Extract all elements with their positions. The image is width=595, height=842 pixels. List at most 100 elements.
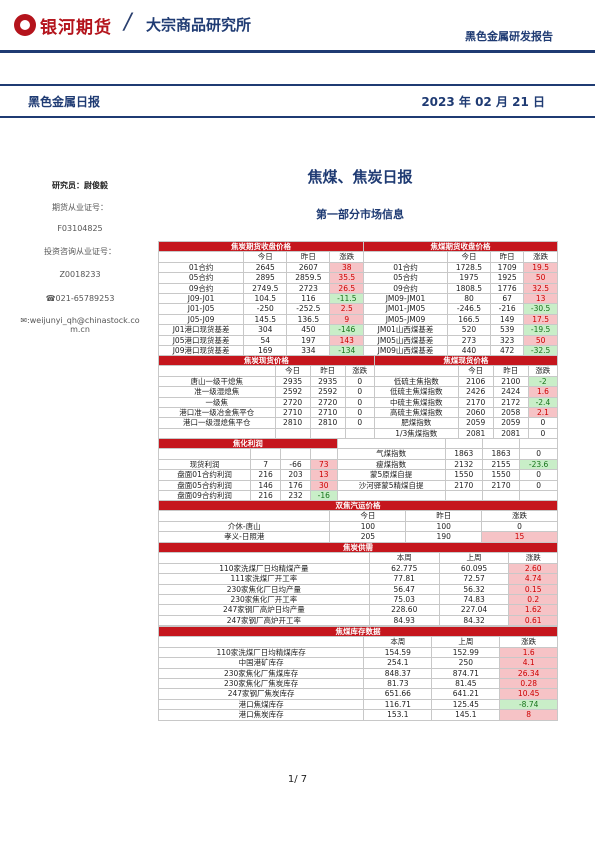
table-cell: 111家洗煤厂开工率 [158, 573, 370, 585]
table-cell: JM05-JM09 [363, 313, 448, 326]
table-cell: -2 [527, 375, 559, 388]
table-cell: 2132 [444, 458, 483, 471]
table-header-row: 焦煤库存数据 [158, 625, 558, 638]
table-cell: 2155 [481, 458, 521, 471]
report-name: 黑色金属日报 [28, 95, 101, 109]
table-cell: 228.60 [368, 604, 440, 616]
table-cell: 0 [344, 375, 375, 388]
table-cell: 1.6 [527, 386, 559, 398]
table-header: 焦化利润 [158, 437, 338, 450]
page-number: 1/ 7 [287, 774, 308, 785]
table-cell: 2720 [274, 396, 311, 409]
table-header-row: 双焦汽运价格 [158, 499, 558, 512]
table-cell: -146 [329, 324, 365, 336]
table-row: 111家洗煤厂开工率 77.81 72.57 4.74 [158, 573, 558, 585]
table-cell: JM05山西煤基差 [363, 334, 448, 347]
table-cell: 0 [519, 448, 558, 460]
table-cell [157, 448, 252, 460]
table-cell: 152.99 [431, 646, 501, 659]
table-cell: 准一级湿熄焦 [158, 386, 276, 398]
column-header: 今日 [243, 251, 288, 263]
table-cell: -250 [243, 303, 288, 315]
table-row: 孝义-日照港 205 190 15 [157, 531, 558, 543]
table-cell: 153.1 [363, 709, 433, 721]
table-cell: 73 [309, 458, 338, 471]
table-cell: 高硫主焦煤指数 [373, 407, 459, 419]
table-cell: J05-J09 [157, 313, 245, 326]
table-row: 230家焦化厂焦炭库存 81.73 81.45 0.28 [157, 678, 558, 690]
column-header-row: 本周 上周 涨跌 [158, 552, 558, 564]
table-cell: 瘦煤指数 [336, 458, 446, 471]
analyst-name: 研究员：尉俊毅 [52, 181, 108, 190]
table-row: 准一级湿熄焦 2592 2592 0 低硫主焦煤指数 2426 2424 1.6 [158, 386, 559, 398]
table-cell: 154.59 [363, 646, 433, 659]
table-cell: 77.81 [368, 573, 440, 585]
table-cell: 2058 [492, 407, 529, 419]
email-link[interactable]: ✉:weijunyi_qh@chinastock.com.cn [20, 316, 140, 334]
table-cell: 50 [523, 334, 558, 347]
column-header: 上周 [431, 636, 501, 648]
table-cell: JM01-JM05 [363, 303, 448, 315]
table-cell: 2935 [309, 375, 346, 388]
table-header: 焦炭供需 [158, 541, 558, 554]
column-header: 涨跌 [527, 365, 559, 377]
table-cell: 50 [523, 272, 558, 284]
table-row: 247家钢厂焦炭库存 651.66 641.21 10.45 [157, 688, 558, 700]
table-cell: 0 [519, 469, 558, 481]
table-header: 焦煤期货收盘价格 [363, 240, 558, 253]
table-cell: 港口焦炭库存 [157, 709, 365, 721]
column-header-row: 今日 昨日 涨跌 今日 昨日 涨跌 [157, 251, 558, 263]
table-cell: 143 [329, 334, 365, 347]
table-cell: 中硫主焦煤指数 [373, 396, 459, 409]
table-cell: 7 [250, 458, 282, 471]
table-cell: J09-J01 [157, 293, 245, 305]
table-row: 230家焦化厂日均产量 56.47 56.32 0.15 [158, 583, 558, 596]
table-cell: 唐山一级干熄焦 [158, 375, 276, 388]
table-cell: 0.2 [508, 594, 558, 606]
table-cell: 1.6 [499, 646, 558, 659]
table-cell: 67 [490, 293, 525, 305]
table-header-row: 焦炭现货价格 焦煤现货价格 [158, 354, 559, 367]
table-cell: 01合约 [363, 261, 448, 274]
table-cell: 247家钢厂高炉日均产量 [158, 604, 370, 616]
table-row: 港口准一级冶金焦平仓 2710 2710 0 高硫主焦煤指数 2060 2058 2.1 [158, 407, 559, 419]
table-cell: 2810 [309, 417, 346, 429]
table-cell: J05港口现货基差 [157, 334, 245, 347]
table-cell: 一级焦 [158, 396, 276, 409]
table-cell: 35.5 [329, 272, 365, 284]
table-cell: 848.37 [363, 667, 433, 680]
table-cell: J01-J05 [157, 303, 245, 315]
table-cell: 2592 [274, 386, 311, 398]
table-cell: 104.5 [243, 293, 288, 305]
table-cell: 2645 [243, 261, 288, 274]
table-cell: 0 [344, 407, 375, 419]
table-cell: 176 [280, 479, 311, 492]
table-cell: 56.32 [438, 583, 510, 596]
table-cell: 100 [405, 520, 483, 533]
table-cell: 港口焦煤库存 [157, 698, 365, 711]
column-header: 今日 [274, 365, 311, 377]
table-cell: 56.47 [368, 583, 440, 596]
coking-profit-table: 焦化利润 气煤指数 1863 1863 0 现货利润 7 -66 73 瘦煤指数 2132 2155-… [157, 437, 558, 502]
spot-price-table: 焦炭现货价格 焦煤现货价格 今日 昨日 涨跌 今日 昨日 涨跌 唐山一级干熄焦 2935 2935 0… [158, 354, 559, 440]
table-cell: 2710 [274, 407, 311, 419]
table-cell: 1975 [446, 272, 492, 284]
table-cell: 0 [527, 417, 559, 429]
table-row: J09-J01 104.5 116 -11.5 JM09-JM01 80 67 13 [157, 293, 558, 305]
table-cell [250, 448, 282, 460]
column-header: 本周 [368, 552, 440, 564]
table-cell: 2723 [286, 282, 331, 295]
column-header [157, 636, 365, 648]
table-cell [336, 437, 446, 450]
table-cell: 1863 [444, 448, 483, 460]
table-cell: 0.15 [508, 583, 558, 596]
table-cell: 17.5 [523, 313, 558, 326]
column-header: 上周 [438, 552, 510, 564]
table-cell: 539 [490, 324, 525, 336]
advisor-number: Z0018233 [59, 270, 101, 279]
table-cell: 81.45 [431, 678, 501, 690]
table-cell: 孝义-日照港 [157, 531, 331, 543]
table-row: 港口焦煤库存 116.71 125.45 -8.74 [157, 698, 558, 711]
table-cell: 13 [309, 469, 338, 481]
table-cell: 149 [490, 313, 525, 326]
